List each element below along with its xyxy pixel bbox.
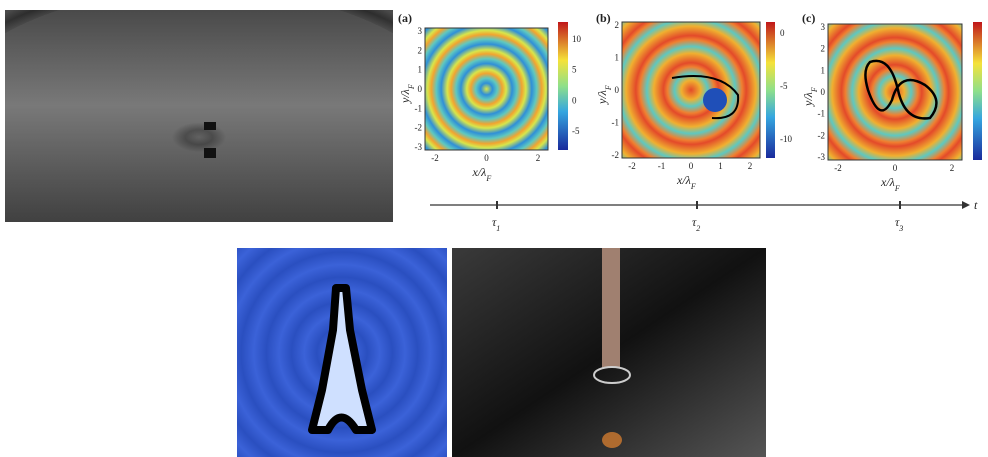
x-tick-label: -2 [628, 161, 636, 171]
y-axis-label: y/λF [398, 84, 416, 104]
x-tick-label: -1 [658, 161, 666, 171]
timeline-label: t [974, 198, 978, 212]
y-axis-label-sub: F [604, 85, 613, 91]
y-tick-label: 0 [615, 85, 620, 95]
y-tick-label: 1 [615, 53, 620, 63]
x-tick-label: -2 [834, 163, 842, 173]
colorbar-tick-label: -10 [780, 134, 792, 144]
x-axis-label-sub: F [894, 184, 900, 193]
colorbar-tick-label: 10 [572, 34, 582, 44]
y-tick-label: 1 [821, 65, 826, 75]
panel-label: (b) [596, 11, 611, 25]
droplet-reflection [204, 148, 216, 158]
x-tick-label: 2 [950, 163, 955, 173]
colorbar-tick-label: 0 [780, 28, 785, 38]
y-tick-label: 2 [418, 45, 423, 55]
x-axis-label-main: x/λ [676, 173, 691, 187]
y-axis-label: y/λF [595, 85, 613, 105]
droplet [204, 122, 216, 130]
y-tick-label: -2 [818, 130, 826, 140]
x-axis-label-sub: F [690, 182, 696, 191]
colorbar-tick-label: 5 [572, 65, 577, 75]
timeline-mark: τ1 [492, 215, 500, 233]
y-axis-label-main: y/λ [595, 90, 609, 105]
y-tick-label: -3 [818, 152, 826, 162]
timeline-mark: τ3 [895, 215, 903, 233]
timeline-mark-sub: 3 [898, 224, 903, 233]
y-tick-label: 1 [418, 65, 423, 75]
x-axis-label: x/λF [676, 173, 696, 191]
panel-label: (a) [398, 11, 412, 25]
heatmap [622, 22, 760, 158]
heatmap-core [703, 88, 727, 112]
timeline-mark-sub: 1 [496, 224, 500, 233]
timeline-mark: τ2 [692, 215, 700, 233]
y-tick-label: 3 [821, 22, 826, 32]
timeline-arrow [962, 201, 970, 209]
photo-ripples [5, 10, 393, 222]
y-tick-label: -3 [415, 142, 423, 152]
colorbar-tick-label: -5 [572, 126, 580, 136]
y-axis-label-main: y/λ [801, 92, 815, 107]
x-axis-label-sub: F [485, 174, 491, 183]
y-axis-label-sub: F [810, 87, 819, 93]
x-tick-label: 0 [484, 153, 489, 163]
colorbar-tick-label: 0 [572, 95, 577, 105]
x-axis-label: x/λF [880, 175, 900, 193]
x-tick-label: 2 [536, 153, 541, 163]
y-tick-label: -2 [612, 150, 620, 160]
x-tick-label: -2 [431, 153, 439, 163]
timeline-mark-sub: 2 [696, 224, 700, 233]
figure-canvas: t (a)-2023210-1-2-31050-5x/λFy/λF(b)-2-1… [0, 0, 988, 457]
needle [602, 248, 620, 368]
colorbar [973, 22, 982, 160]
y-tick-label: -2 [415, 123, 423, 133]
y-tick-label: 0 [821, 87, 826, 97]
y-tick-label: 2 [821, 44, 826, 54]
y-tick-label: -1 [818, 109, 826, 119]
y-tick-label: 2 [615, 20, 620, 30]
colorbar [558, 22, 568, 150]
x-tick-label: 0 [689, 161, 694, 171]
reflection [602, 432, 622, 448]
y-axis-label-main: y/λ [398, 89, 412, 104]
x-axis-label: x/λF [472, 165, 492, 183]
x-axis-label-main: x/λ [472, 165, 487, 179]
panel-label: (c) [802, 11, 815, 25]
x-tick-label: 2 [748, 161, 753, 171]
x-tick-label: 0 [893, 163, 898, 173]
colorbar-tick-label: -5 [780, 81, 788, 91]
y-axis-label-sub: F [407, 84, 416, 90]
y-tick-label: 3 [418, 26, 423, 36]
heatmap [425, 28, 548, 150]
y-tick-label: -1 [612, 118, 620, 128]
y-tick-label: -1 [415, 103, 423, 113]
x-axis-label-main: x/λ [880, 175, 895, 189]
y-tick-label: 0 [418, 84, 423, 94]
colorbar [766, 22, 775, 158]
x-tick-label: 1 [718, 161, 723, 171]
y-axis-label: y/λF [801, 87, 819, 107]
figure: t (a)-2023210-1-2-31050-5x/λFy/λF(b)-2-1… [0, 0, 988, 457]
